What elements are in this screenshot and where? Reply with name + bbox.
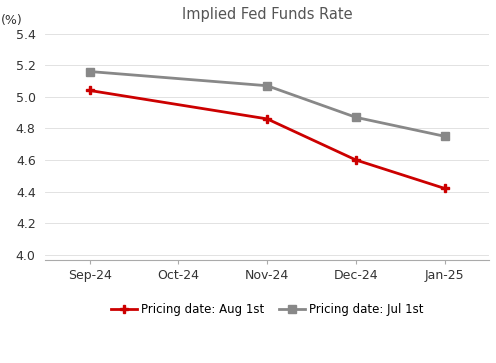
Title: Implied Fed Funds Rate: Implied Fed Funds Rate [182, 7, 353, 22]
Legend: Pricing date: Aug 1st, Pricing date: Jul 1st: Pricing date: Aug 1st, Pricing date: Jul… [106, 298, 429, 321]
Text: (%): (%) [1, 14, 23, 27]
